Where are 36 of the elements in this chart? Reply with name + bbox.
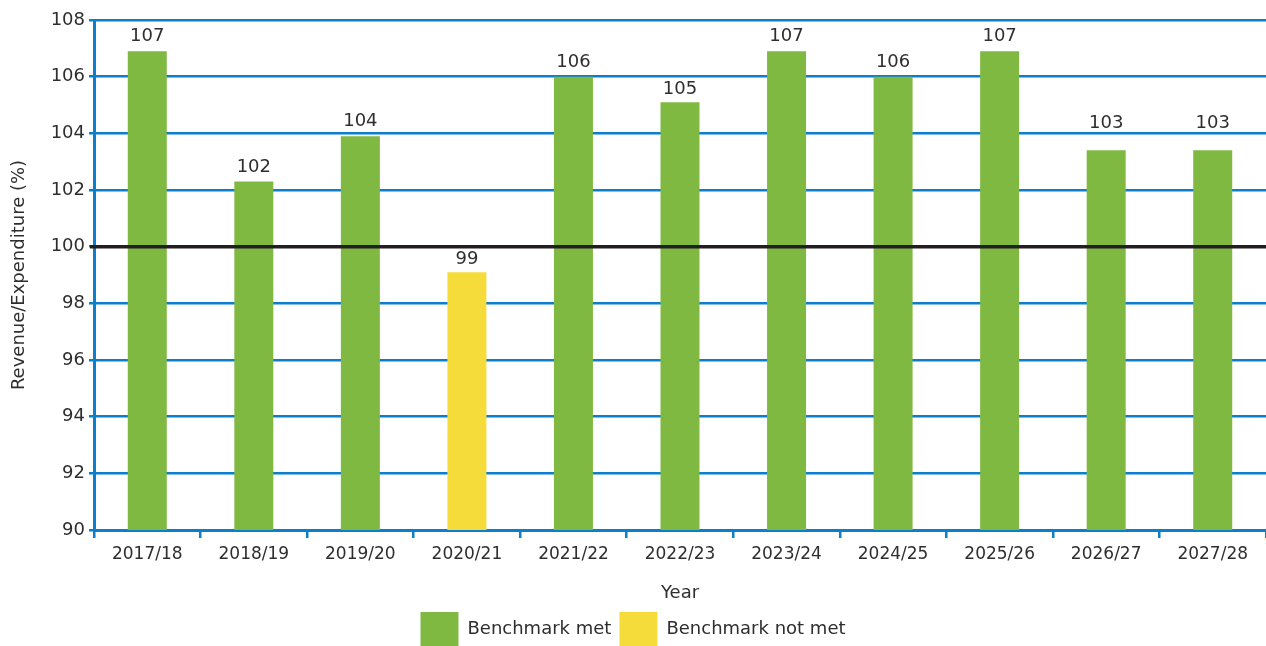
data-label: 103 [1195, 111, 1230, 133]
y-tick-label: 102 [50, 177, 85, 199]
y-tick-label: 96 [62, 347, 85, 369]
x-tick-label: 2023/24 [751, 542, 822, 563]
y-tick-label: 94 [62, 404, 85, 426]
data-label: 107 [769, 24, 804, 46]
data-label: 107 [130, 24, 165, 46]
x-tick-label: 2021/22 [538, 542, 609, 563]
y-tick-label: 108 [50, 7, 85, 29]
data-label: 102 [236, 154, 271, 176]
x-tick-label: 2018/19 [218, 542, 290, 563]
y-tick-label: 90 [62, 517, 85, 539]
y-tick-label: 98 [62, 291, 85, 313]
x-tick-label: 2026/27 [1070, 542, 1142, 563]
legend-label: Benchmark not met [666, 617, 846, 639]
x-tick-label: 2025/26 [964, 542, 1035, 563]
x-tick-label: 2017/18 [111, 542, 183, 563]
data-label: 104 [343, 109, 378, 131]
x-tick-label: 2024/25 [857, 542, 929, 563]
x-tick-label: 2027/28 [1177, 542, 1249, 563]
x-tick-label: 2019/20 [325, 542, 396, 563]
x-tick-label: 2020/21 [431, 542, 503, 563]
data-label: 107 [982, 24, 1017, 46]
data-label: 106 [875, 49, 911, 71]
data-label: 103 [1089, 111, 1124, 133]
legend-label: Benchmark met [467, 617, 612, 639]
data-label: 99 [455, 246, 479, 268]
x-axis-title: Year [659, 580, 700, 602]
y-tick-label: 92 [62, 461, 85, 483]
y-tick-label: 106 [50, 64, 85, 86]
data-label: 106 [556, 49, 591, 71]
y-tick-label: 104 [50, 121, 85, 143]
data-label: 105 [662, 76, 698, 98]
y-axis-title: Revenue/Expenditure (%) [7, 159, 29, 391]
y-tick-label: 100 [50, 234, 85, 256]
x-tick-label: 2022/23 [644, 542, 716, 563]
